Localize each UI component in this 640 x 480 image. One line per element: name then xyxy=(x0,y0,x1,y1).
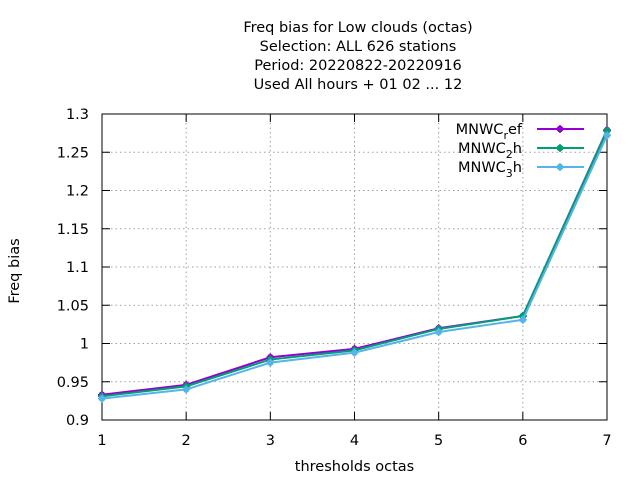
legend-label-subscript: 2 xyxy=(506,148,513,161)
data-point xyxy=(603,131,611,140)
legend-marker xyxy=(556,144,564,152)
legend-label-base: MNWC xyxy=(458,141,506,157)
legend-label-subscript: 3 xyxy=(506,167,513,180)
y-tick-label: 1.05 xyxy=(57,298,89,314)
legend-label-subscript: r xyxy=(503,129,508,142)
chart-title: Freq bias for Low clouds (octas) Selectio… xyxy=(243,20,472,93)
series xyxy=(98,126,611,403)
x-axis-label: thresholds octas xyxy=(295,459,414,475)
data-point xyxy=(518,315,527,324)
y-tick-label: 1.25 xyxy=(57,145,89,161)
legend-marker xyxy=(556,163,564,171)
legend-label-base: MNWC xyxy=(456,122,504,138)
y-tick-label: 1.3 xyxy=(66,107,89,123)
legend-label: MNWC3h xyxy=(458,160,522,180)
y-tick-label: 0.95 xyxy=(57,375,89,391)
legend-marker xyxy=(556,125,564,133)
x-tick-label: 4 xyxy=(350,433,359,449)
legend-item-3: MNWC3h xyxy=(458,160,584,180)
x-tick-label: 3 xyxy=(266,433,275,449)
data-point xyxy=(182,385,191,394)
grid xyxy=(102,114,607,420)
y-tick-label: 1 xyxy=(80,337,89,353)
x-tick-label: 1 xyxy=(97,433,106,449)
x-tick-label: 5 xyxy=(434,433,443,449)
y-tick-label: 1.15 xyxy=(57,222,89,238)
x-tick-label: 2 xyxy=(182,433,191,449)
legend-label-tail: h xyxy=(513,141,522,157)
series-3 xyxy=(98,131,611,403)
data-point xyxy=(98,394,106,403)
title-line-3: Period: 20220822-20220916 xyxy=(254,58,462,74)
axis-ticks: 0.9 0.95 1 1.05 1.1 1.15 1.2 1.25 1.3 1 2 3 4 5 6 7 xyxy=(57,107,612,449)
data-point xyxy=(434,328,443,337)
y-axis-label: Freq bias xyxy=(7,238,23,303)
y-tick-label: 0.9 xyxy=(66,413,89,429)
data-point xyxy=(266,358,275,367)
title-line-4: Used All hours + 01 02 ... 12 xyxy=(254,77,463,93)
legend-label-base: MNWC xyxy=(458,160,506,176)
legend-label-tail: ef xyxy=(508,122,523,138)
legend-label-tail: h xyxy=(513,160,522,176)
y-tick-label: 1.2 xyxy=(66,184,89,200)
y-tick-label: 1.1 xyxy=(66,260,89,276)
title-line-1: Freq bias for Low clouds (octas) xyxy=(243,20,472,36)
legend-label: MNWC2h xyxy=(458,141,522,161)
legend-label: MNWCref xyxy=(456,122,523,142)
x-tick-label: 7 xyxy=(602,433,611,449)
legend-item-1: MNWCref xyxy=(456,122,584,142)
data-point xyxy=(350,348,359,357)
x-tick-label: 6 xyxy=(518,433,527,449)
legend-item-2: MNWC2h xyxy=(458,141,584,161)
title-line-2: Selection: ALL 626 stations xyxy=(260,39,457,55)
